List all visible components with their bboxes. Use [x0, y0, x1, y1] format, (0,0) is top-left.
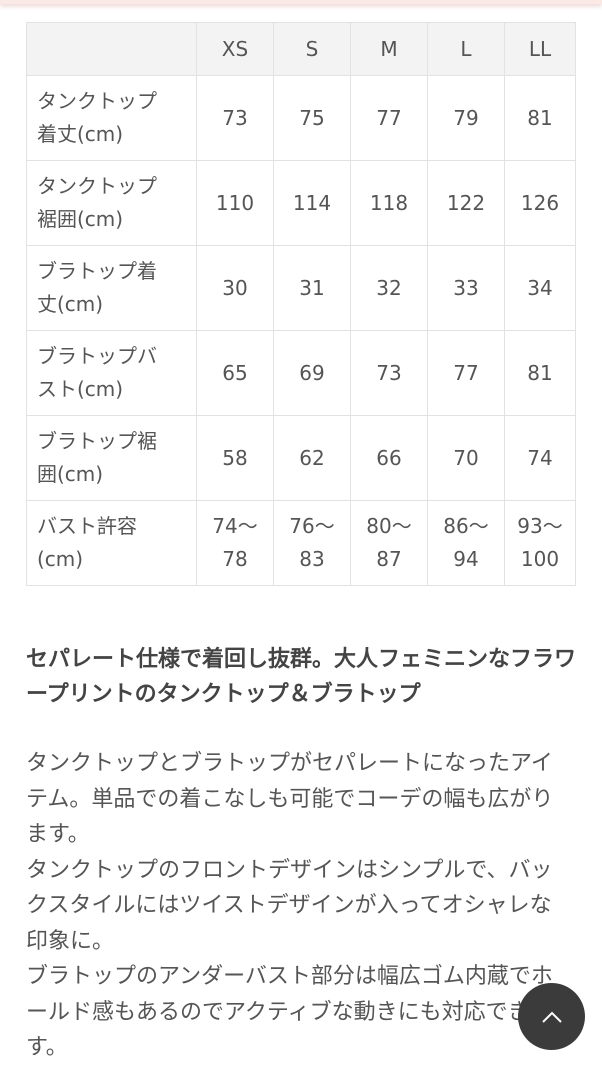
table-cell: 80〜 87 [350, 500, 428, 586]
table-cell: 74〜 78 [196, 500, 274, 586]
table-cell: 122 [427, 160, 505, 246]
table-cell: 118 [350, 160, 428, 246]
table-cell: 75 [273, 75, 351, 161]
row-label: ブラトップ着丈(cm) [26, 245, 197, 331]
table-cell: 110 [196, 160, 274, 246]
table-row: ブラトップ着丈(cm) 30 31 32 33 34 [26, 245, 576, 331]
row-label: ブラトップ裾囲(cm) [26, 415, 197, 501]
size-header: M [350, 22, 428, 76]
table-cell: 34 [504, 245, 576, 331]
row-label: バスト許容(cm) [26, 500, 197, 586]
table-cell: 69 [273, 330, 351, 416]
row-label-text: タンクトップ着丈(cm) [37, 89, 157, 146]
description-body: タンクトップとブラトップがセパレートになったアイテム。単品での着こなしも可能でコ… [26, 746, 571, 1066]
row-label-text: ブラトップ着丈(cm) [37, 259, 157, 316]
table-cell: 65 [196, 330, 274, 416]
table-row: バスト許容(cm) 74〜 78 76〜 83 80〜 87 86〜 94 93〜 100 [26, 500, 576, 586]
table-cell: 126 [504, 160, 576, 246]
table-cell: 114 [273, 160, 351, 246]
description-paragraph: タンクトップとブラトップがセパレートになったアイテム。単品での着こなしも可能でコ… [26, 751, 554, 847]
size-table: XS S M L LL タンクトップ着丈(cm) 73 75 77 79 81 タンクトップ… [26, 22, 576, 586]
table-cell: 76〜 83 [273, 500, 351, 586]
table-cell: 33 [427, 245, 505, 331]
table-cell: 62 [273, 415, 351, 501]
description-heading: セパレート仕様で着回し抜群。大人フェミニンなフラワープリントのタンクトップ＆ブラ… [26, 647, 577, 707]
table-row: ブラトップ裾囲(cm) 58 62 66 70 74 [26, 415, 576, 501]
description-paragraph: タンクトップのフロントデザインはシンプルで、バックスタイルにはツイストデザインが… [26, 857, 553, 954]
table-row: ブラトップバスト(cm) 65 69 73 77 81 [26, 330, 576, 416]
row-label-text: ブラトップ裾囲(cm) [37, 429, 157, 486]
table-cell: 81 [504, 330, 576, 416]
table-row: タンクトップ着丈(cm) 73 75 77 79 81 [26, 75, 576, 161]
table-cell: 30 [196, 245, 274, 331]
row-label: タンクトップ着丈(cm) [26, 75, 197, 161]
table-cell: 77 [427, 330, 505, 416]
row-label-text: バスト許容(cm) [37, 514, 137, 571]
table-cell: 79 [427, 75, 505, 161]
size-header: S [273, 22, 351, 76]
table-cell: 31 [273, 245, 351, 331]
table-cell: 32 [350, 245, 428, 331]
table-cell: 58 [196, 415, 274, 501]
table-cell: 81 [504, 75, 576, 161]
row-label-text: ブラトップバスト(cm) [37, 344, 157, 401]
table-cell: 70 [427, 415, 505, 501]
back-to-top-button[interactable] [518, 983, 585, 1050]
size-header: L [427, 22, 505, 76]
table-row: タンクトップ裾囲(cm) 110 114 118 122 126 [26, 160, 576, 246]
table-corner-cell [26, 22, 197, 76]
size-header: XS [196, 22, 274, 76]
table-cell: 93〜 100 [504, 500, 576, 586]
row-label-text: タンクトップ裾囲(cm) [37, 174, 157, 231]
table-cell: 73 [196, 75, 274, 161]
table-header-row: XS S M L LL [26, 22, 576, 76]
chevron-up-icon [541, 1011, 562, 1023]
row-label: タンクトップ裾囲(cm) [26, 160, 197, 246]
header-bar-edge [0, 0, 602, 4]
table-cell: 77 [350, 75, 428, 161]
description-paragraph: ブラトップのアンダーバスト部分は幅広ゴム内蔵でホールド感もあるのでアクティブな動… [26, 964, 553, 1060]
row-label: ブラトップバスト(cm) [26, 330, 197, 416]
table-cell: 66 [350, 415, 428, 501]
table-cell: 86〜 94 [427, 500, 505, 586]
table-cell: 73 [350, 330, 428, 416]
table-cell: 74 [504, 415, 576, 501]
size-header: LL [504, 22, 576, 76]
